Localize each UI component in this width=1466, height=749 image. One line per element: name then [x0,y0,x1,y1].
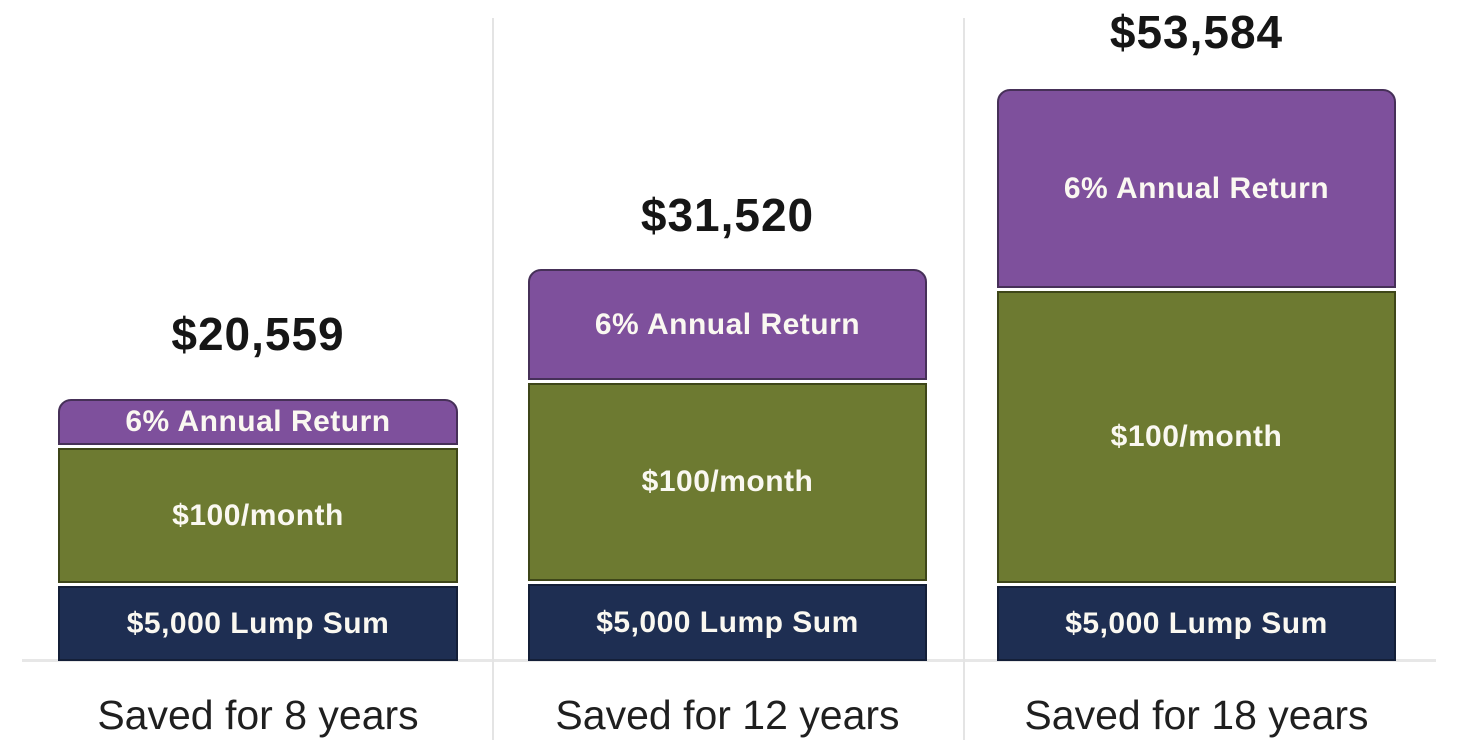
segment-monthly-contribution: $100/month [58,448,458,583]
segment-label: $5,000 Lump Sum [126,606,390,640]
category-label: Saved for 18 years [1024,692,1369,738]
segment-annual-return: 6% Annual Return [997,89,1396,288]
segment-label: 6% Annual Return [125,405,391,438]
segment-lump-sum: $5,000 Lump Sum [58,586,458,661]
column-divider [492,18,494,740]
stacked-bar: 6% Annual Return $100/month $5,000 Lump … [58,399,458,661]
segment-label: $100/month [641,465,814,498]
segment-label: $5,000 Lump Sum [596,605,859,639]
segment-annual-return: 6% Annual Return [528,269,927,380]
segment-label: 6% Annual Return [1063,171,1330,205]
category-label: Saved for 8 years [97,692,419,738]
category-label: Saved for 12 years [555,692,900,738]
bar-group-18-years: $53,584 6% Annual Return $100/month $5,0… [966,0,1466,749]
segment-lump-sum: $5,000 Lump Sum [528,584,927,661]
segment-label: 6% Annual Return [594,307,861,341]
bar-total-label: $31,520 [640,189,815,241]
bar-total-label: $20,559 [171,308,345,360]
column-divider [963,18,965,740]
segment-label: $100/month [172,498,344,532]
segment-label: $5,000 Lump Sum [1065,606,1328,640]
segment-monthly-contribution: $100/month [528,383,927,581]
bar-total-label: $53,584 [1109,6,1284,58]
stacked-bar: 6% Annual Return $100/month $5,000 Lump … [528,269,927,661]
segment-label: $100/month [1110,420,1283,453]
segment-monthly-contribution: $100/month [997,291,1396,583]
bar-group-8-years: $20,559 6% Annual Return $100/month $5,0… [0,0,492,749]
segment-lump-sum: $5,000 Lump Sum [997,586,1396,661]
segment-annual-return: 6% Annual Return [58,399,458,445]
stacked-bar: 6% Annual Return $100/month $5,000 Lump … [997,89,1396,661]
bar-group-12-years: $31,520 6% Annual Return $100/month $5,0… [494,0,964,749]
